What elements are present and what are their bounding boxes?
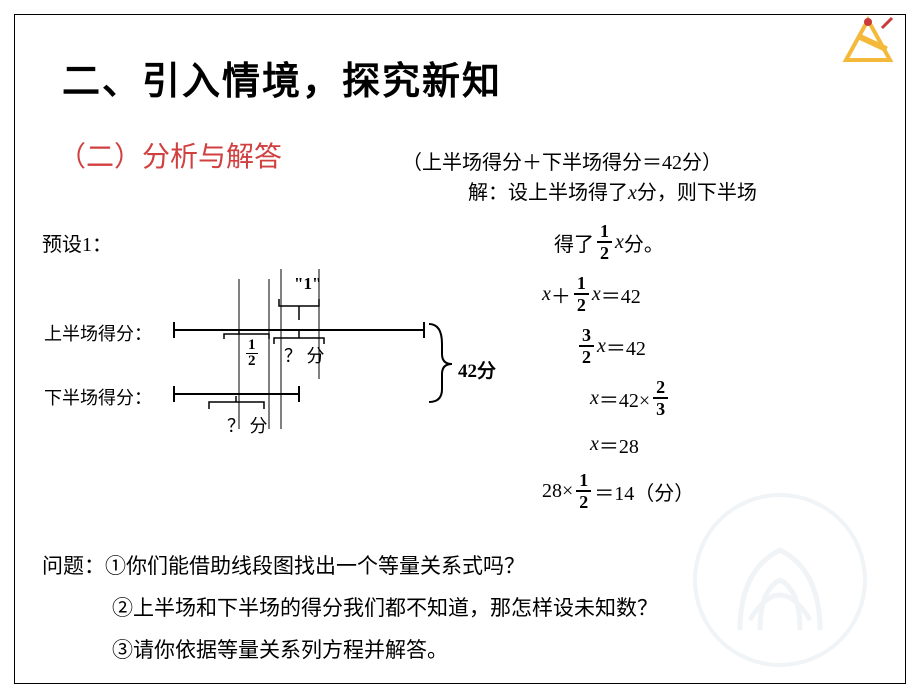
question-1: 问题：①你们能借助线段图找出一个等量关系式吗？ (42, 550, 658, 580)
frac-2-3: 23 (653, 378, 668, 418)
frac-1-2-b: 12 (574, 274, 589, 314)
slide-content: 二、引入情境，探究新知 （二）分析与解答 （上半场得分＋下半场得分＝42分） 解… (14, 14, 906, 684)
final-prefix: 28× (542, 480, 573, 503)
frac-3-2: 32 (579, 326, 594, 366)
half-num: 1 (246, 338, 258, 354)
equation-1: x＋ 12 x ＝42 (542, 274, 914, 314)
eq1-rhs: ＝42 (601, 280, 641, 309)
x-var: x (597, 335, 606, 358)
x-var: x (590, 433, 599, 456)
x-var: x (542, 283, 551, 306)
frac-1-2-a: 12 (597, 222, 612, 262)
x-var: x (615, 231, 624, 254)
question-upper: ？ 分 (284, 342, 325, 368)
upper-score-label: 上半场得分： (44, 320, 152, 346)
x-var: x (590, 387, 599, 410)
question-2: ②上半场和下半场的得分我们都不知道，那怎样设未知数？ (42, 592, 658, 622)
half-fraction: 1 2 (246, 338, 258, 369)
math-tools-icon (838, 10, 898, 70)
eq4-rest: ＝28 (599, 430, 639, 459)
equation-4: x＝28 (590, 430, 914, 459)
final-answer: 28× 12 ＝14（分） (542, 471, 914, 511)
x-var: x (592, 283, 601, 306)
questions-label: 问题： (42, 554, 105, 578)
question-3: ③请你依据等量关系列方程并解答。 (42, 634, 658, 664)
line1-prefix: 得了 (554, 228, 594, 257)
equation-3: x＝42× 23 (590, 378, 914, 418)
main-title: 二、引入情境，探究新知 (14, 14, 906, 105)
eq3-mid: ＝42× (599, 384, 650, 413)
equation-2: 32 x ＝42 (576, 326, 914, 366)
half-den: 2 (246, 354, 258, 369)
plus: ＋ (551, 280, 571, 309)
lower-score-label: 下半场得分： (44, 384, 152, 410)
line1-suffix: 分。 (624, 228, 664, 257)
solution-steps: 得了 12 x 分。 x＋ 12 x ＝42 32 x ＝42 x＝42× 23… (514, 222, 914, 523)
question-lower: ？ 分 (227, 412, 268, 438)
q1-text: ①你们能借助线段图找出一个等量关系式吗？ (105, 554, 525, 578)
solution-intro: 解：设上半场得了x分，则下半场 (468, 176, 757, 205)
eq2-rhs: ＝42 (606, 332, 646, 361)
total-score: 42分 (458, 356, 496, 383)
final-suffix: ＝14（分） (594, 477, 694, 506)
frac-1-2-c: 12 (576, 471, 591, 511)
unit-marker: "1" (294, 274, 321, 294)
solution-line1: 得了 12 x 分。 (554, 222, 914, 262)
line-diagram: 上半场得分： 下半场得分： "1" 1 2 ？ 分 ？ 分 42分 (44, 214, 504, 444)
equation-note: （上半场得分＋下半场得分＝42分） (402, 146, 722, 175)
solution-intro-text: 解：设上半场得了x分，则下半场 (468, 182, 757, 204)
questions-block: 问题：①你们能借助线段图找出一个等量关系式吗？ ②上半场和下半场的得分我们都不知… (42, 550, 658, 676)
